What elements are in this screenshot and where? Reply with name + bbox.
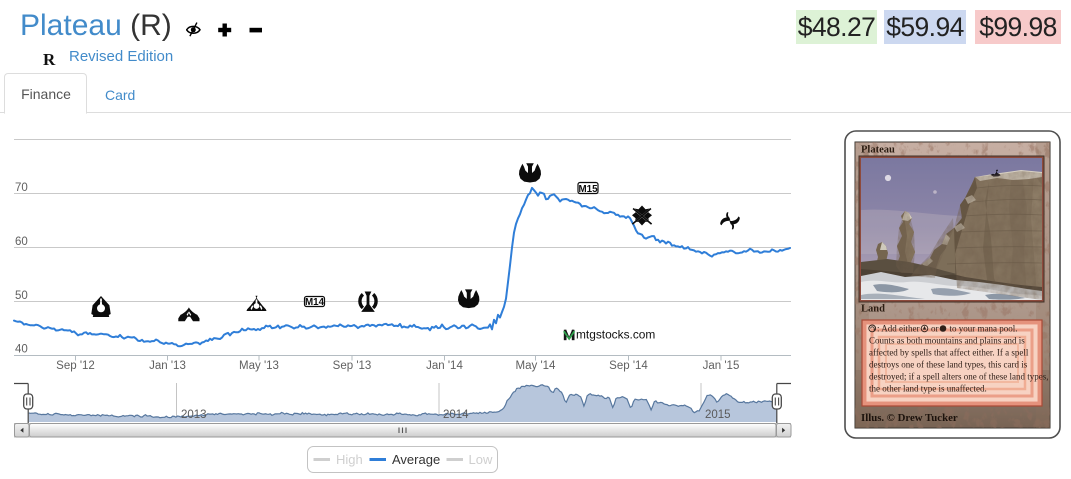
svg-text:: Add either: : Add either [877, 324, 920, 334]
svg-text:2014: 2014 [443, 409, 469, 421]
svg-text:High: High [336, 452, 363, 467]
svg-text:60: 60 [15, 236, 28, 248]
svg-text:M14: M14 [305, 297, 325, 308]
svg-text:70: 70 [15, 182, 28, 194]
svg-text:Sep '14: Sep '14 [609, 360, 648, 372]
svg-text:destroyed; if a spell alters o: destroyed; if a spell alters one of thes… [869, 372, 1048, 382]
svg-text:the other land type is unaffec: the other land type is unaffected. [869, 384, 987, 394]
svg-text:Low: Low [469, 452, 493, 467]
svg-text:Sep '13: Sep '13 [333, 360, 372, 372]
svg-text:Average: Average [392, 452, 440, 467]
svg-text:Land: Land [861, 304, 885, 315]
svg-text:May '13: May '13 [239, 360, 279, 372]
svg-text:Jan '14: Jan '14 [426, 360, 463, 372]
svg-text:May '14: May '14 [516, 360, 557, 372]
svg-text:Jan '15: Jan '15 [703, 360, 740, 372]
svg-text:or: or [931, 324, 939, 334]
svg-text:destroys one of these land typ: destroys one of these land types, this c… [869, 360, 1028, 370]
svg-text:40: 40 [15, 344, 28, 356]
svg-text:Counts as both mountains and p: Counts as both mountains and plains and … [869, 336, 1025, 346]
svg-text:Sep '12: Sep '12 [56, 360, 95, 372]
svg-text:Jan '13: Jan '13 [149, 360, 186, 372]
svg-text:2013: 2013 [181, 409, 207, 421]
svg-text:2015: 2015 [705, 409, 731, 421]
svg-text:Illus. © Drew Tucker: Illus. © Drew Tucker [861, 412, 958, 424]
svg-text:50: 50 [15, 290, 28, 302]
svg-text:Plateau: Plateau [861, 145, 895, 156]
svg-text:mtgstocks.com: mtgstocks.com [576, 328, 655, 342]
svg-text:M15: M15 [578, 184, 598, 195]
svg-text:to your mana pool.: to your mana pool. [950, 324, 1018, 334]
svg-text:affected by spells that affect: affected by spells that affect either. I… [869, 348, 1029, 358]
